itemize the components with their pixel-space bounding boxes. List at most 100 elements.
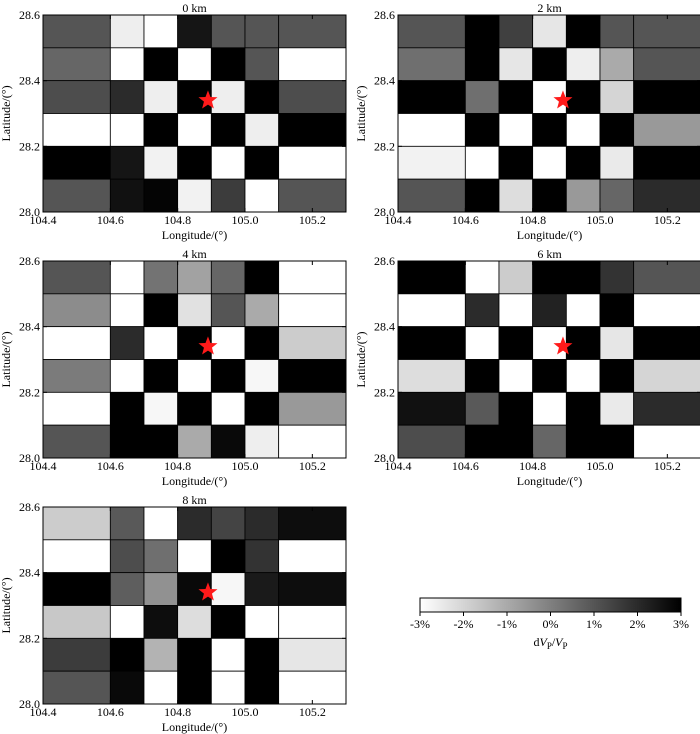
cell-r2-c1	[464, 326, 500, 360]
cell-r5-c1	[109, 424, 145, 459]
cell-r2-c0	[397, 326, 466, 360]
cell-r5-c0	[42, 670, 111, 705]
plot-frame	[397, 260, 700, 459]
cell-r2-c6	[278, 572, 347, 606]
x-tick-label: 104.4	[385, 459, 412, 473]
y-tick-label: 28.0	[19, 697, 40, 711]
cell-r3-c3	[177, 359, 212, 393]
cell-r1-c2	[498, 293, 534, 328]
cell-r5-c6	[633, 424, 700, 459]
cell-r0-c1	[109, 260, 145, 295]
cell-r5-c4	[210, 178, 246, 213]
x-tick-label: 104.6	[97, 705, 124, 719]
cell-r3-c2	[143, 113, 179, 147]
cell-r5-c6	[633, 178, 700, 213]
cell-r3-c4	[210, 359, 246, 393]
cell-r4-c0	[397, 391, 466, 426]
cell-r5-c1	[464, 424, 500, 459]
cell-r0-c5	[599, 260, 635, 295]
cell-r5-c0	[42, 424, 111, 459]
cell-r5-c5	[599, 424, 635, 459]
cell-r4-c6	[633, 391, 700, 426]
y-tick-label: 28.2	[374, 139, 395, 153]
panel-2: 104.4 104.6 104.8 105.0 105.2 28.0 28.2 28.4 28.…	[0, 247, 347, 488]
cell-r3-c2	[498, 113, 534, 147]
cell-r3-c1	[464, 113, 500, 147]
cell-r2-c5	[244, 80, 280, 114]
cell-r1-c1	[109, 293, 145, 328]
cell-r3-c4	[565, 359, 601, 393]
y-tick-label: 28.2	[19, 139, 40, 153]
cell-r4-c3	[177, 145, 212, 180]
colorbar-label-main: V	[555, 635, 564, 649]
cell-r5-c0	[397, 178, 466, 213]
cell-r0-c6	[278, 506, 347, 541]
x-tick-label: 104.4	[30, 213, 57, 227]
cell-r5-c1	[109, 670, 145, 705]
y-axis-label: Latitude/(°)	[0, 577, 13, 633]
cell-r0-c6	[633, 14, 700, 49]
cell-r3-c1	[109, 605, 145, 639]
cell-r2-c4	[210, 572, 246, 606]
plot-frame	[397, 14, 700, 213]
x-tick-label: 104.4	[30, 705, 57, 719]
x-tick-label: 105.2	[654, 459, 681, 473]
x-tick-label: 105.0	[587, 213, 614, 227]
y-tick-label: 28.2	[19, 631, 40, 645]
cell-r5-c4	[565, 424, 601, 459]
cell-r2-c1	[109, 326, 145, 360]
x-tick-label: 104.4	[30, 459, 57, 473]
cell-r5-c2	[498, 178, 534, 213]
cell-r0-c2	[498, 14, 534, 49]
cell-r1-c6	[633, 47, 700, 82]
y-axis-label: Latitude/(°)	[354, 331, 368, 387]
cell-r1-c0	[42, 539, 111, 574]
y-tick-label: 28.6	[374, 8, 395, 22]
cell-r4-c2	[498, 145, 534, 180]
cell-r4-c3	[532, 391, 567, 426]
cell-r0-c1	[464, 14, 500, 49]
cell-r0-c0	[42, 506, 111, 541]
cell-r5-c3	[532, 178, 567, 213]
cell-r1-c1	[464, 293, 500, 328]
panel-title: 0 km	[182, 1, 207, 15]
cell-r1-c3	[532, 293, 567, 328]
cell-r4-c5	[244, 145, 280, 180]
cell-r0-c3	[532, 260, 567, 295]
cell-r2-c0	[42, 572, 111, 606]
cell-r5-c2	[143, 670, 179, 705]
cell-r5-c3	[177, 670, 212, 705]
panel-4: 104.4 104.6 104.8 105.0 105.2 28.0 28.2 28.4 28.…	[0, 493, 347, 734]
x-tick-label: 104.4	[385, 213, 412, 227]
x-tick-label: 105.2	[299, 459, 326, 473]
cell-r4-c4	[210, 391, 246, 426]
cell-r5-c0	[42, 178, 111, 213]
x-tick-label: 104.6	[97, 459, 124, 473]
cell-r0-c6	[633, 260, 700, 295]
cell-r4-c6	[278, 145, 347, 180]
cell-r5-c6	[278, 424, 347, 459]
y-tick-label: 28.4	[19, 320, 40, 334]
cell-r2-c2	[143, 326, 179, 360]
cell-r1-c5	[244, 539, 280, 574]
cell-r4-c5	[599, 391, 635, 426]
cell-r3-c0	[42, 359, 111, 393]
cell-r3-c2	[143, 359, 179, 393]
x-tick-label: 105.0	[232, 459, 259, 473]
cell-r4-c0	[397, 145, 466, 180]
cell-r4-c3	[532, 145, 567, 180]
x-tick-label: 104.8	[164, 459, 191, 473]
y-tick-label: 28.0	[19, 205, 40, 219]
x-axis-label: Longitude/(°)	[162, 228, 227, 242]
cell-r4-c6	[633, 145, 700, 180]
y-tick-label: 28.4	[374, 320, 395, 334]
colorbar-tick-label: 3%	[673, 617, 689, 631]
cell-r4-c2	[143, 637, 179, 672]
cell-r1-c6	[278, 47, 347, 82]
cell-r0-c4	[565, 14, 601, 49]
x-tick-label: 104.8	[519, 213, 546, 227]
cell-r3-c5	[599, 113, 635, 147]
cell-r1-c2	[143, 539, 179, 574]
colorbar-label: dVP/VP	[533, 635, 567, 651]
cell-r2-c0	[42, 326, 111, 360]
